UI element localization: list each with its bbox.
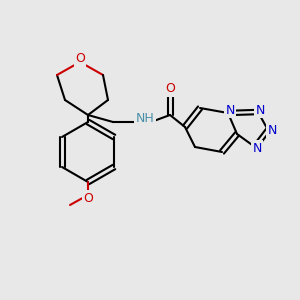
Text: O: O	[83, 191, 93, 205]
Text: N: N	[267, 124, 277, 136]
Text: N: N	[255, 103, 265, 116]
Text: O: O	[75, 52, 85, 65]
Text: NH: NH	[136, 112, 154, 125]
Text: N: N	[225, 103, 235, 116]
Text: N: N	[252, 142, 262, 154]
Text: O: O	[165, 82, 175, 95]
